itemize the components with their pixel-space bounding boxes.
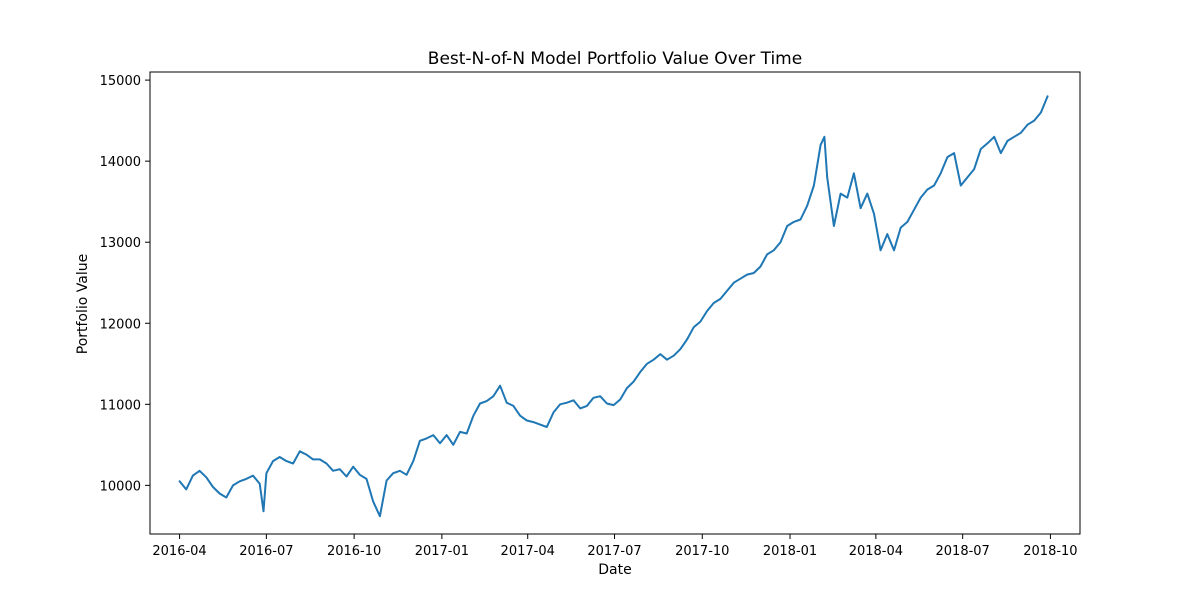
y-tick-label: 11000	[100, 398, 141, 413]
x-tick-label: 2017-10	[675, 544, 729, 559]
x-axis-label: Date	[598, 562, 631, 578]
series-line-0	[178, 95, 1049, 518]
y-tick-label: 15000	[100, 74, 141, 89]
x-tick-label: 2017-01	[415, 544, 469, 559]
x-tick-label: 2016-07	[239, 544, 293, 559]
x-tick-label: 2016-10	[327, 544, 381, 559]
plot-area	[178, 95, 1049, 518]
x-tick-label: 2018-07	[936, 544, 990, 559]
y-tick-label: 10000	[100, 479, 141, 494]
x-tick-label: 2018-04	[849, 544, 903, 559]
y-tick-label: 14000	[100, 155, 141, 170]
chart-title: Best-N-of-N Model Portfolio Value Over T…	[428, 49, 802, 69]
x-tick-label: 2018-10	[1023, 544, 1077, 559]
axis-ticks: 2016-04 2016-07 2016-10 2017-01 2017-04 2017-…	[100, 74, 1078, 559]
x-tick-label: 2017-04	[501, 544, 555, 559]
x-tick-label: 2018-01	[763, 544, 817, 559]
x-tick-label: 2017-07	[587, 544, 641, 559]
y-axis-label: Portfolio Value	[75, 254, 91, 355]
y-tick-label: 12000	[100, 317, 141, 332]
y-tick-label: 13000	[100, 236, 141, 251]
plot-frame	[149, 71, 1081, 535]
x-tick-label: 2016-04	[152, 544, 206, 559]
